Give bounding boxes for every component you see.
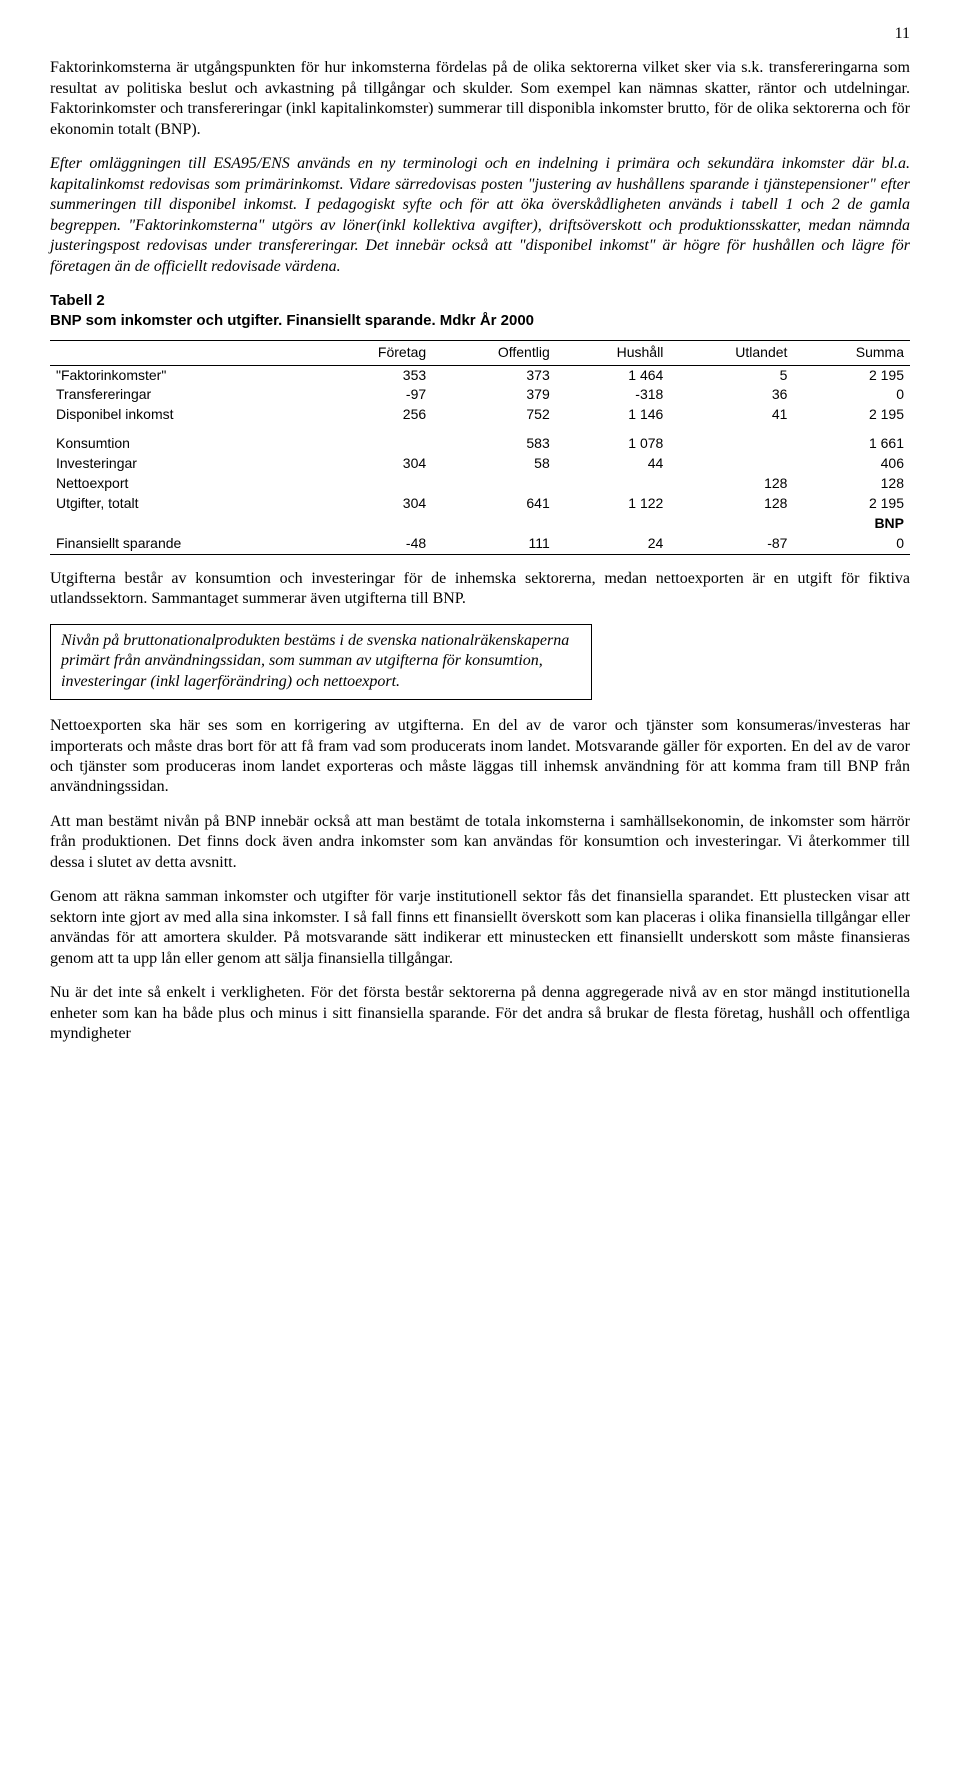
cell: -97 (316, 385, 433, 405)
cell: 1 661 (793, 425, 910, 454)
cell: 304 (316, 494, 433, 514)
table-row: Konsumtion 583 1 078 1 661 (50, 425, 910, 454)
paragraph-4: Nettoexporten ska här ses som en korrige… (50, 716, 910, 798)
cell: 373 (432, 365, 556, 385)
cell (316, 425, 433, 454)
row-label: Konsumtion (50, 425, 316, 454)
cell: 1 078 (556, 425, 670, 454)
cell: 41 (669, 405, 793, 425)
row-label: Utgifter, totalt (50, 494, 316, 514)
cell (669, 454, 793, 474)
cell: 58 (432, 454, 556, 474)
cell: 0 (793, 534, 910, 554)
cell: 2 195 (793, 494, 910, 514)
cell: 128 (669, 474, 793, 494)
cell (669, 425, 793, 454)
cell: 111 (432, 534, 556, 554)
paragraph-2-italic: Efter omläggningen till ESA95/ENS använd… (50, 154, 910, 277)
cell: 583 (432, 425, 556, 454)
row-label: "Faktorinkomster" (50, 365, 316, 385)
cell: -87 (669, 534, 793, 554)
col-foretag: Företag (316, 340, 433, 365)
cell: -48 (316, 534, 433, 554)
row-label: Disponibel inkomst (50, 405, 316, 425)
paragraph-5: Att man bestämt nivån på BNP innebär ock… (50, 812, 910, 873)
table-row: Transfereringar -97 379 -318 36 0 (50, 385, 910, 405)
table-title-line2: BNP som inkomster och utgifter. Finansie… (50, 312, 534, 329)
bnp-label: BNP (793, 514, 910, 534)
cell (556, 474, 670, 494)
row-label: Finansiellt sparande (50, 534, 316, 554)
cell: 128 (793, 474, 910, 494)
paragraph-6: Genom att räkna samman inkomster och utg… (50, 887, 910, 969)
page-number: 11 (50, 24, 910, 44)
cell: 304 (316, 454, 433, 474)
row-label: Nettoexport (50, 474, 316, 494)
table-row: "Faktorinkomster" 353 373 1 464 5 2 195 (50, 365, 910, 385)
cell: 1 146 (556, 405, 670, 425)
bnp-table: Företag Offentlig Hushåll Utlandet Summa… (50, 340, 910, 555)
cell: 641 (432, 494, 556, 514)
cell: 2 195 (793, 405, 910, 425)
row-label: Investeringar (50, 454, 316, 474)
table-row: Utgifter, totalt 304 641 1 122 128 2 195 (50, 494, 910, 514)
col-utlandet: Utlandet (669, 340, 793, 365)
table-row: Finansiellt sparande -48 111 24 -87 0 (50, 534, 910, 554)
cell: 0 (793, 385, 910, 405)
cell: 36 (669, 385, 793, 405)
paragraph-3: Utgifterna består av konsumtion och inve… (50, 569, 910, 610)
paragraph-1: Faktorinkomsterna är utgångspunkten för … (50, 58, 910, 140)
table-row-bnp: BNP (50, 514, 910, 534)
table-row: Disponibel inkomst 256 752 1 146 41 2 19… (50, 405, 910, 425)
table-row: Investeringar 304 58 44 406 (50, 454, 910, 474)
table-header-row: Företag Offentlig Hushåll Utlandet Summa (50, 340, 910, 365)
cell: 44 (556, 454, 670, 474)
table-title: Tabell 2 BNP som inkomster och utgifter.… (50, 291, 910, 332)
cell: 128 (669, 494, 793, 514)
boxed-note: Nivån på bruttonationalprodukten bestäms… (50, 624, 592, 700)
row-label (50, 514, 316, 534)
paragraph-7: Nu är det inte så enkelt i verkligheten.… (50, 983, 910, 1044)
cell: 1 464 (556, 365, 670, 385)
row-label: Transfereringar (50, 385, 316, 405)
cell: -318 (556, 385, 670, 405)
cell: 1 122 (556, 494, 670, 514)
table-row: Nettoexport 128 128 (50, 474, 910, 494)
col-offentlig: Offentlig (432, 340, 556, 365)
col-label (50, 340, 316, 365)
cell (432, 474, 556, 494)
cell: 256 (316, 405, 433, 425)
cell: 379 (432, 385, 556, 405)
cell: 2 195 (793, 365, 910, 385)
cell: 406 (793, 454, 910, 474)
cell: 353 (316, 365, 433, 385)
col-hushall: Hushåll (556, 340, 670, 365)
cell: 24 (556, 534, 670, 554)
cell (316, 474, 433, 494)
cell: 5 (669, 365, 793, 385)
cell: 752 (432, 405, 556, 425)
col-summa: Summa (793, 340, 910, 365)
table-title-line1: Tabell 2 (50, 292, 105, 309)
